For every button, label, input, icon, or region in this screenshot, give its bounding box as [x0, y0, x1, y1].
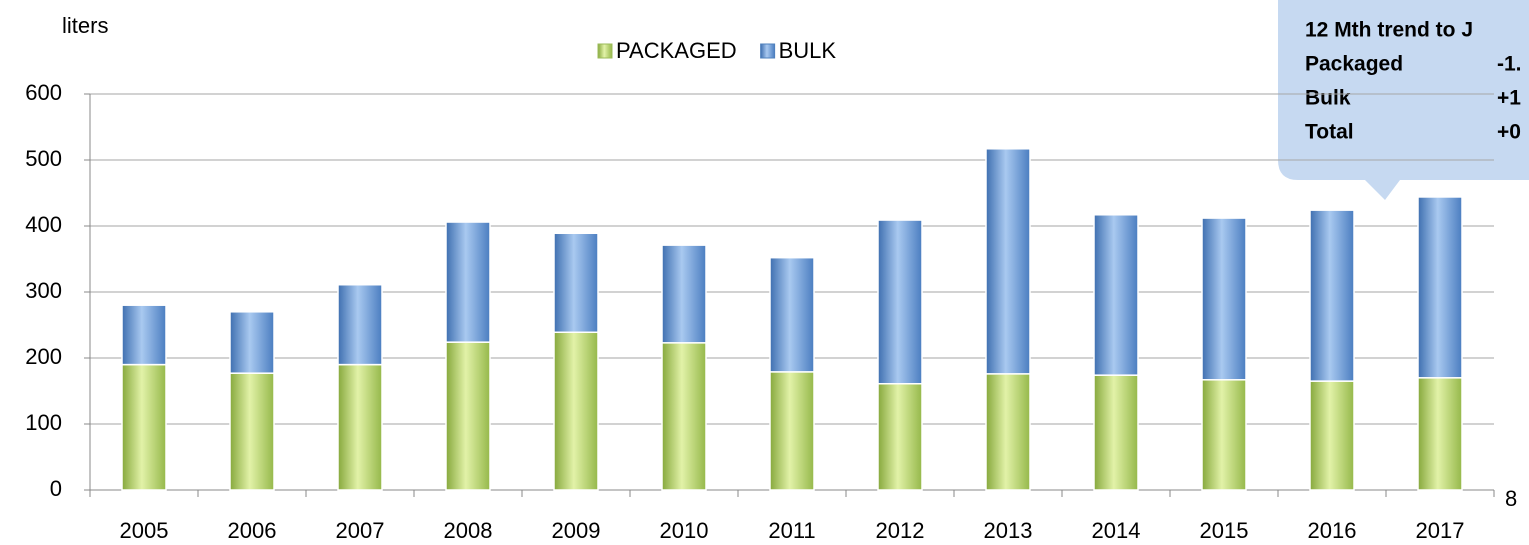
- bar-segment: [661, 244, 707, 344]
- x-tick-label: 2005: [120, 518, 169, 543]
- bar-segment: [337, 363, 383, 491]
- x-tick-label: 2016: [1308, 518, 1357, 543]
- bar-segment: [1093, 214, 1139, 376]
- callout-value: -1.: [1497, 53, 1522, 76]
- y-tick-label: 0: [50, 476, 62, 501]
- legend-label: BULK: [779, 38, 837, 63]
- bar-segment: [1417, 196, 1463, 379]
- bar-segment: [1309, 380, 1355, 491]
- x-tick-label: 2011: [768, 518, 815, 543]
- y-tick-label: 500: [25, 146, 62, 171]
- bar-segment: [985, 148, 1031, 375]
- callout-label: Bulk: [1305, 87, 1351, 110]
- x-tick-label: 2007: [336, 518, 385, 543]
- x-tick-label: 2014: [1092, 518, 1141, 543]
- callout-label: Packaged: [1305, 53, 1403, 76]
- x-tick-label: 2015: [1200, 518, 1249, 543]
- x-tick-label: 2006: [228, 518, 277, 543]
- y-tick-label: 100: [25, 410, 62, 435]
- bar-segment: [553, 331, 599, 491]
- bar-segment: [121, 363, 167, 491]
- x-tick-label: 2013: [984, 518, 1033, 543]
- y-tick-label: 200: [25, 344, 62, 369]
- legend-label: PACKAGED: [616, 38, 737, 63]
- bar-segment: [445, 221, 491, 343]
- callout: 12 Mth trend to J Packaged -1. Bulk +1 Total…: [1278, 0, 1529, 200]
- bar-segment: [445, 341, 491, 491]
- x-tick-label: 2017: [1416, 518, 1465, 543]
- bar-segment: [1093, 374, 1139, 491]
- bar-segment: [553, 232, 599, 334]
- bar-segment: [661, 342, 707, 491]
- bar-segment: [121, 304, 167, 366]
- bar-segment: [229, 372, 275, 491]
- bar-segment: [337, 283, 383, 366]
- callout-value: +1: [1497, 87, 1521, 110]
- y-axis-label: liters: [62, 13, 108, 38]
- bar-segment: [769, 256, 815, 373]
- callout-title: 12 Mth trend to J: [1305, 19, 1473, 42]
- bar-segment: [1201, 379, 1247, 491]
- bar-segment: [769, 371, 815, 491]
- legend-swatch: [597, 43, 613, 59]
- bar-segment: [1309, 209, 1355, 382]
- callout-box: [1278, 0, 1529, 200]
- callout-value: +0: [1497, 121, 1521, 144]
- callout-label: Total: [1305, 121, 1354, 144]
- y-tick-label: 400: [25, 212, 62, 237]
- x-tick-label: 2008: [444, 518, 493, 543]
- bar-segment: [1201, 217, 1247, 381]
- x-tick-label: 2012: [876, 518, 925, 543]
- x-tick-label: 2009: [552, 518, 601, 543]
- y-tick-label: 600: [25, 80, 62, 105]
- bar-segment: [985, 373, 1031, 491]
- bar-segment: [1417, 377, 1463, 491]
- page-number: 8: [1505, 486, 1517, 511]
- bar-segment: [229, 311, 275, 374]
- x-tick-label: 2010: [660, 518, 709, 543]
- y-tick-label: 300: [25, 278, 62, 303]
- bar-segment: [877, 382, 923, 491]
- legend-swatch: [760, 43, 776, 59]
- bar-segment: [877, 219, 923, 385]
